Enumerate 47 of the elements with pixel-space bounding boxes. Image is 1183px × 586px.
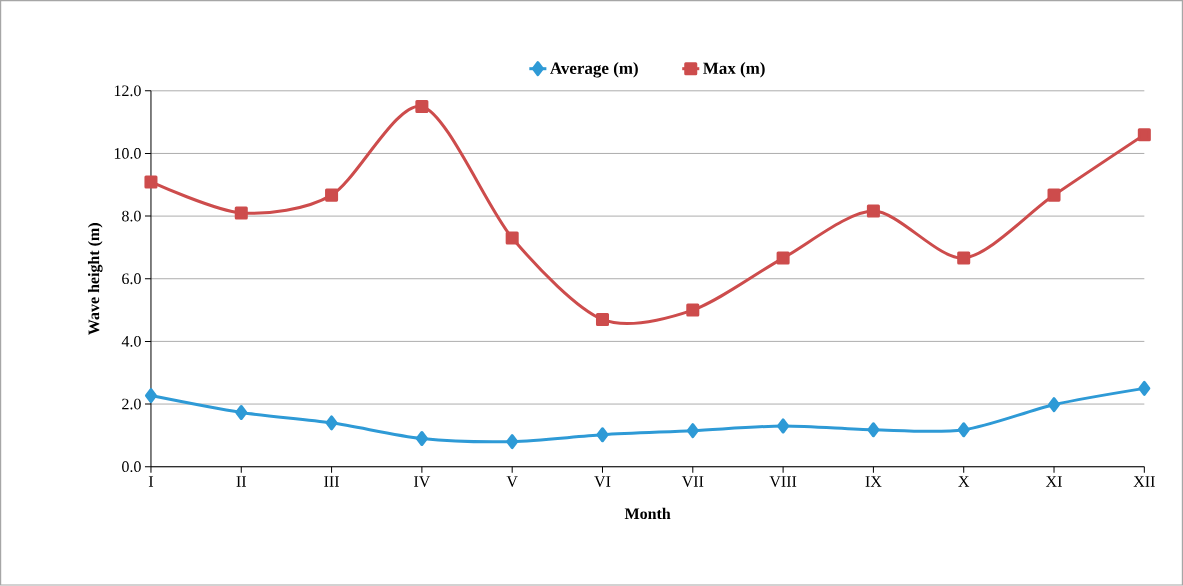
point: [867, 422, 880, 438]
x-tick-label: III: [324, 476, 339, 487]
y-tick-label: 0.0: [122, 461, 141, 473]
point: [1137, 128, 1151, 142]
point: [596, 427, 609, 443]
y-tick-label: 2.0: [122, 398, 141, 410]
point: [325, 188, 339, 202]
point: [866, 204, 880, 218]
point: [1047, 188, 1061, 202]
y-tick-label: 8.0: [122, 210, 141, 222]
point: [415, 431, 428, 447]
x-tick-label: I: [148, 476, 154, 487]
y-tick-label: 4.0: [121, 336, 141, 348]
point: [325, 415, 338, 431]
point: [235, 405, 248, 421]
x-tick-label: VII: [681, 476, 704, 488]
point: [1138, 381, 1151, 397]
y-tick-label: 10.0: [114, 148, 141, 160]
point: [686, 303, 700, 317]
legend-label: Average (m): [550, 62, 638, 78]
point: [957, 422, 970, 438]
x-tick-label: IV: [414, 476, 431, 488]
point: [144, 175, 158, 189]
x-tick-label: XI: [1045, 476, 1062, 487]
point: [1048, 397, 1061, 413]
point: [506, 434, 519, 450]
x-tick-label: II: [236, 476, 247, 487]
point: [595, 313, 610, 327]
legend-label: Max (m): [703, 62, 765, 78]
point: [776, 251, 790, 265]
x-tick-label: VI: [594, 476, 611, 488]
x-tick-label: X: [958, 476, 970, 487]
point: [957, 251, 971, 265]
x-axis-title: Month: [624, 508, 671, 520]
x-tick-label: VIII: [769, 476, 797, 488]
x-tick-label: XII: [1133, 476, 1155, 487]
x-tick-label: V: [506, 476, 518, 488]
y-axis-title: Wave height (m): [87, 223, 103, 336]
y-tick-label: 6.0: [122, 273, 141, 285]
point: [415, 100, 429, 114]
point: [686, 423, 699, 439]
y-tick-label: 12.0: [114, 85, 141, 97]
point: [777, 418, 790, 434]
point: [234, 206, 248, 220]
x-tick-label: IX: [865, 476, 882, 487]
point: [505, 231, 519, 245]
point: [144, 388, 157, 404]
